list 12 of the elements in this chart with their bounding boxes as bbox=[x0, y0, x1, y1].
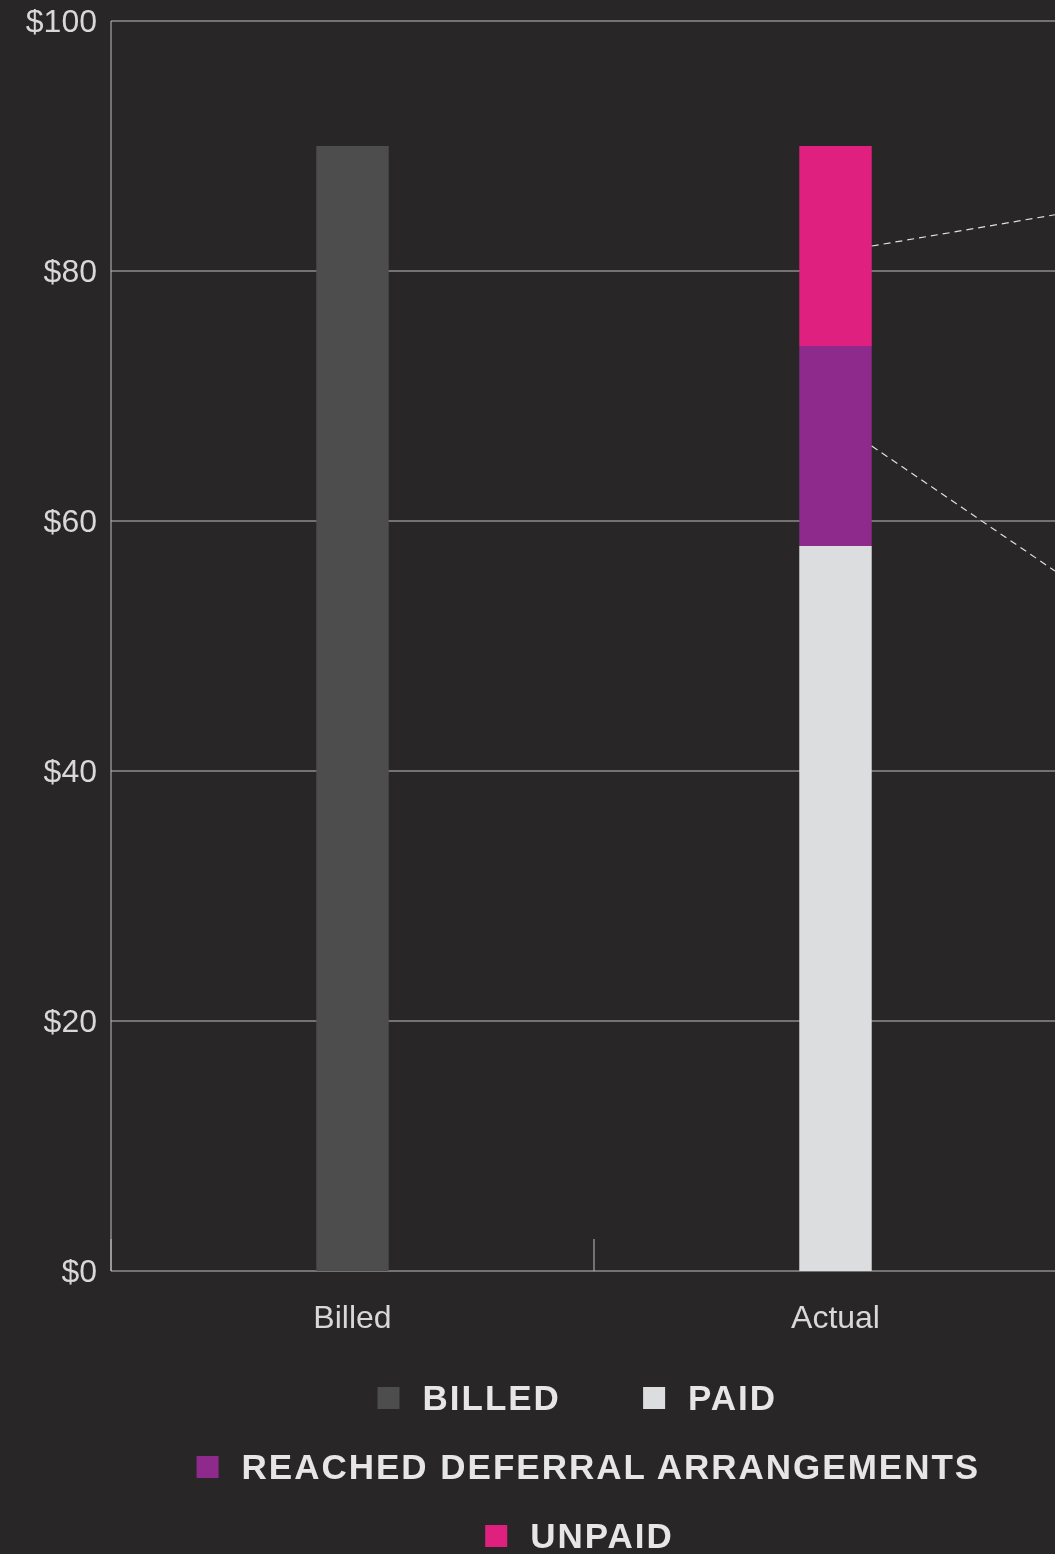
x-tick-label: Billed bbox=[313, 1299, 392, 1336]
y-tick-label: $100 bbox=[25, 3, 97, 40]
legend-label: BILLED bbox=[422, 1378, 561, 1418]
y-tick-label: $0 bbox=[61, 1253, 97, 1290]
y-tick-label: $40 bbox=[43, 753, 97, 790]
y-tick-label: $60 bbox=[43, 503, 97, 540]
legend-label: REACHED DEFERRAL ARRANGEMENTS bbox=[241, 1447, 981, 1487]
legend-label: UNPAID bbox=[530, 1516, 674, 1554]
x-tick-label: Actual bbox=[791, 1299, 880, 1336]
legend-label: PAID bbox=[688, 1378, 778, 1418]
y-tick-label: $80 bbox=[43, 253, 97, 290]
y-tick-label: $20 bbox=[43, 1003, 97, 1040]
